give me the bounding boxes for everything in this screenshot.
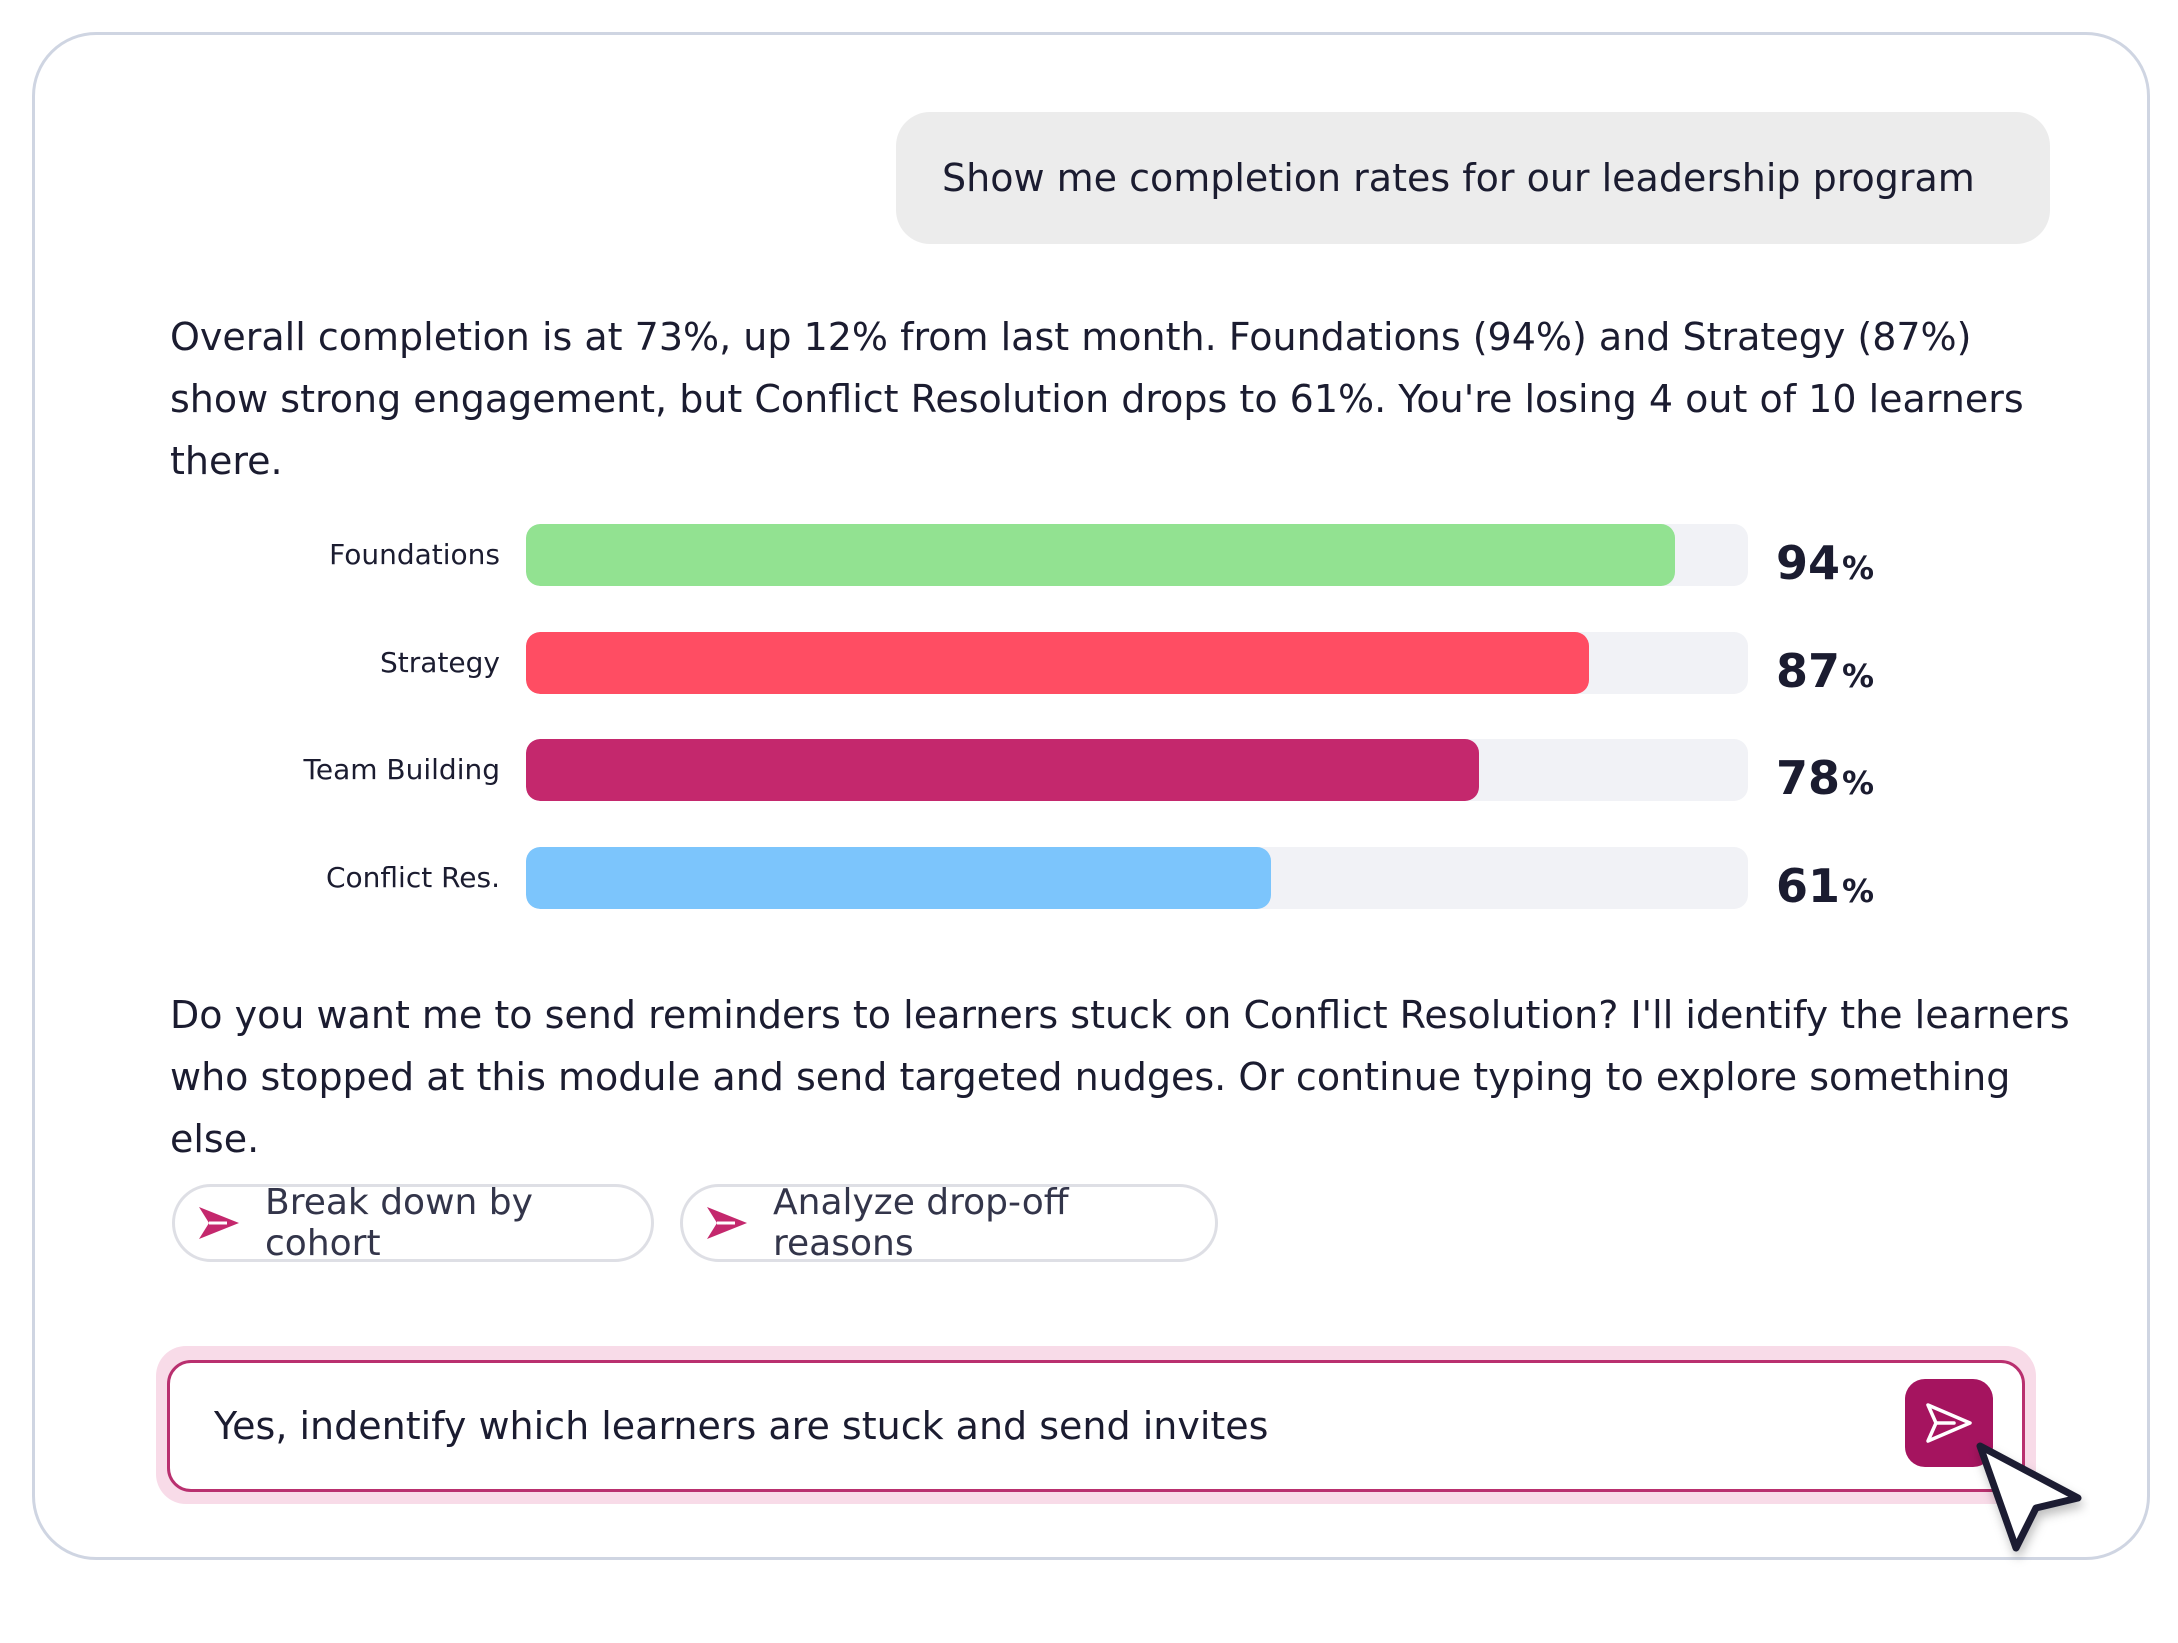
arrow-send-icon bbox=[707, 1207, 747, 1239]
mouse-pointer-icon bbox=[1976, 1442, 2082, 1552]
composer bbox=[167, 1360, 2025, 1492]
assistant-reply-followup: Do you want me to send reminders to lear… bbox=[170, 993, 2070, 1161]
user-message-bubble: Show me completion rates for our leaders… bbox=[896, 112, 2050, 244]
arrow-send-icon bbox=[199, 1207, 239, 1239]
suggestion-chip-label: Analyze drop-off reasons bbox=[773, 1182, 1069, 1264]
suggestion-chip-label: Break down by cohort bbox=[265, 1182, 533, 1264]
suggestion-chip-break-down-by-cohort[interactable]: Break down by cohort bbox=[172, 1182, 654, 1264]
send-icon bbox=[1926, 1403, 1972, 1443]
send-button[interactable] bbox=[1905, 1379, 1993, 1467]
suggestion-chip-analyze-drop-off[interactable]: Analyze drop-off reasons bbox=[680, 1182, 1218, 1264]
assistant-reply-intro: Overall completion is at 73%, up 12% fro… bbox=[170, 315, 2024, 483]
chat-panel bbox=[32, 32, 2150, 1560]
message-input[interactable] bbox=[214, 1363, 1854, 1489]
user-message-text: Show me completion rates for our leaders… bbox=[942, 156, 1975, 200]
